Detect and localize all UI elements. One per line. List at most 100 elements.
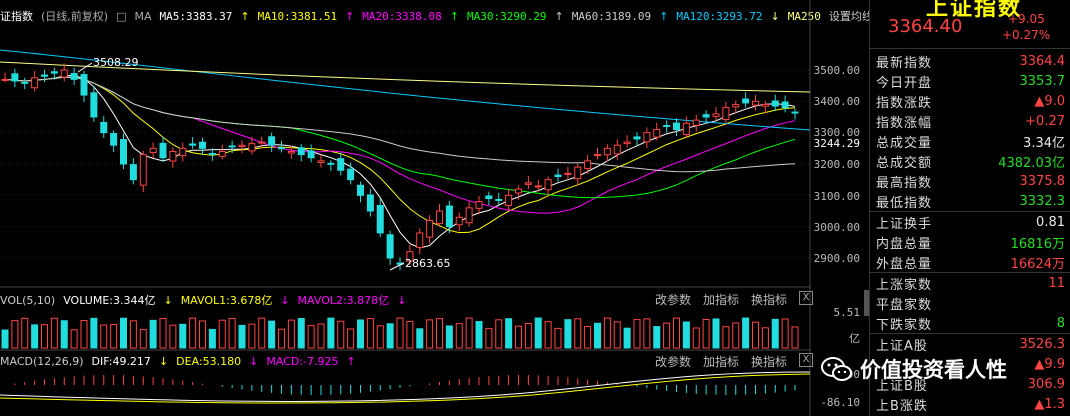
scroll-handle[interactable]: [864, 290, 869, 316]
stat-value: 3.34亿: [1023, 135, 1065, 151]
stats-list: 最新指数 3364.4 今日开盘 3353.7 指数涨跌 ▲9.0 指数涨幅 +0.27 总成交…: [870, 49, 1070, 414]
low-annotation: 2863.65: [389, 257, 451, 271]
grid-lines: [0, 69, 810, 259]
volume-axis-unit: 亿: [849, 332, 860, 345]
macd-bars: [0, 371, 811, 404]
candlestick-chart[interactable]: 3508.29 2863.65: [0, 0, 862, 416]
stat-label: 上证换手: [876, 216, 933, 232]
stat-value: ▲1.3: [1034, 396, 1065, 412]
close-icon[interactable]: X: [799, 291, 814, 305]
stat-value: 8: [1056, 315, 1065, 331]
close-icon[interactable]: X: [799, 353, 814, 367]
switch-indicator-button[interactable]: 换指标: [751, 293, 788, 307]
price-axis-label: 2900.00: [813, 252, 860, 265]
up-arrow-icon: ↑: [240, 9, 250, 23]
macd-axis-bottom: -86.10: [820, 396, 860, 409]
stat-value: 3332.3: [1019, 193, 1066, 209]
macd-value: MACD:-7.925: [266, 355, 339, 368]
ma30-value: MA30:3290.29: [467, 9, 547, 23]
stat-row: ▲9.9: [870, 354, 1070, 374]
down-arrow-icon: ↓: [158, 355, 169, 368]
stat-row: 总成交量 3.34亿: [870, 131, 1070, 151]
watermark-text: 价值投资看人性: [860, 358, 1007, 382]
change-params-button[interactable]: 改参数: [655, 293, 692, 307]
wechat-icon: [821, 357, 852, 381]
up-arrow-icon: ↑: [659, 9, 669, 23]
volume-bars: [1, 317, 799, 349]
high-label: 3508.29: [93, 56, 139, 69]
stat-row: 指数涨跌 ▲9.0: [870, 91, 1070, 111]
stat-label: 平盘家数: [876, 297, 933, 313]
price-axis-label: 3100.00: [813, 190, 860, 203]
stat-row: 平盘家数: [870, 293, 1070, 313]
stat-value: 3526.3: [1019, 336, 1066, 352]
stat-row: 今日开盘 3353.7: [870, 71, 1070, 91]
stat-row: 上证A股 3526.3: [870, 333, 1070, 354]
add-indicator-button[interactable]: 加指标: [703, 293, 740, 307]
stat-row: 最新指数 3364.4: [870, 51, 1070, 71]
stat-row: 最高指数 3375.8: [870, 171, 1070, 191]
stat-label: 指数涨幅: [876, 115, 933, 131]
quote-change-pct: +0.27%: [1002, 28, 1051, 42]
quote-price: 3364.40: [888, 16, 963, 37]
stat-label: 总成交额: [876, 155, 933, 171]
ma5-value: MA5:3383.37: [159, 9, 233, 23]
stat-value: ▲9.9: [1034, 356, 1065, 372]
stat-row: 上B涨跌 ▲1.3: [870, 394, 1070, 414]
stat-label: 下跌家数: [876, 317, 933, 333]
stat-value: 3364.4: [1019, 53, 1066, 69]
stat-value: 3375.8: [1019, 173, 1066, 189]
stat-row: 内盘总量 16816万: [870, 232, 1070, 252]
down-arrow-icon: ↓: [249, 355, 259, 368]
up-arrow-icon: ↑: [449, 9, 459, 23]
watermark: 价值投资看人性: [820, 350, 1050, 388]
price-axis-label: 3300.00: [813, 126, 860, 139]
stat-label: 最低指数: [876, 195, 933, 211]
up-arrow-icon: ↑: [554, 9, 564, 23]
ma60-value: MA60:3189.09: [571, 9, 652, 23]
stat-value: 306.9: [1027, 376, 1065, 392]
ma-header: 证指数 (日线,前复权) □ MA MA5:3383.37 ↑ MA10:338…: [0, 6, 873, 26]
down-arrow-icon: ↓: [397, 293, 407, 307]
quote-panel: 上证指数 3364.40 +9.05 +0.27% 最新指数 3364.4 今日开盘…: [869, 0, 1070, 416]
stat-label: 最新指数: [876, 55, 933, 71]
down-arrow-icon: ↓: [163, 293, 173, 307]
ma-settings-link[interactable]: 设置均线: [828, 10, 873, 23]
price-axis-label: 3400.00: [813, 95, 860, 108]
settings-square-icon[interactable]: □: [116, 9, 127, 23]
quote-title: 上证指数: [926, 0, 1023, 21]
price-axis-label: 3200.00: [813, 158, 860, 171]
switch-indicator-button[interactable]: 换指标: [751, 355, 788, 369]
high-annotation: 3508.29: [77, 56, 139, 73]
macd-toolbar: 改参数 加指标 换指标 X: [655, 353, 814, 370]
stat-row: 指数涨幅 +0.27: [870, 111, 1070, 131]
current-price-label: 3244.29: [813, 137, 860, 150]
macd-header: MACD(12,26,9) DIF:49.217 ↓ DEA:53.180 ↓ …: [0, 355, 356, 368]
change-params-button[interactable]: 改参数: [655, 355, 692, 369]
candlesticks: [1, 63, 799, 271]
stat-value: ▲9.0: [1034, 93, 1065, 109]
ma120-value: MA120:3293.72: [676, 9, 763, 23]
quote-header: 上证指数 3364.40 +9.05 +0.27%: [870, 0, 1070, 49]
ma-label: MA: [134, 9, 152, 23]
stat-label: 上证A股: [876, 338, 928, 354]
index-name: 证指数: [0, 10, 33, 23]
dea-value: DEA:53.180: [176, 355, 242, 368]
stat-row: 总成交额 4382.03亿: [870, 151, 1070, 171]
stat-label: 上证B股: [876, 378, 928, 394]
volume-axis-top: 5.51: [833, 306, 861, 319]
stat-label: 外盘总量: [876, 256, 933, 272]
stat-row: 最低指数 3332.3: [870, 191, 1070, 211]
stat-row: 下跌家数 8: [870, 313, 1070, 333]
stat-value: 16624万: [1010, 256, 1065, 272]
stat-value: 0.81: [1036, 214, 1065, 230]
ma20-value: MA20:3338.08: [362, 9, 442, 23]
chart-area[interactable]: 证指数 (日线,前复权) □ MA MA5:3383.37 ↑ MA10:338…: [0, 0, 873, 416]
ma250-value: MA250: [787, 9, 821, 23]
volume-header: VOL(5,10) VOLUME:3.344亿 ↓ MAVOL1:3.678亿 …: [0, 292, 406, 308]
up-arrow-icon: ↑: [345, 9, 355, 23]
stat-value: 4382.03亿: [998, 155, 1065, 171]
stat-row: 上证换手 0.81: [870, 211, 1070, 232]
add-indicator-button[interactable]: 加指标: [703, 355, 740, 369]
dif-value: DIF:49.217: [91, 355, 151, 368]
